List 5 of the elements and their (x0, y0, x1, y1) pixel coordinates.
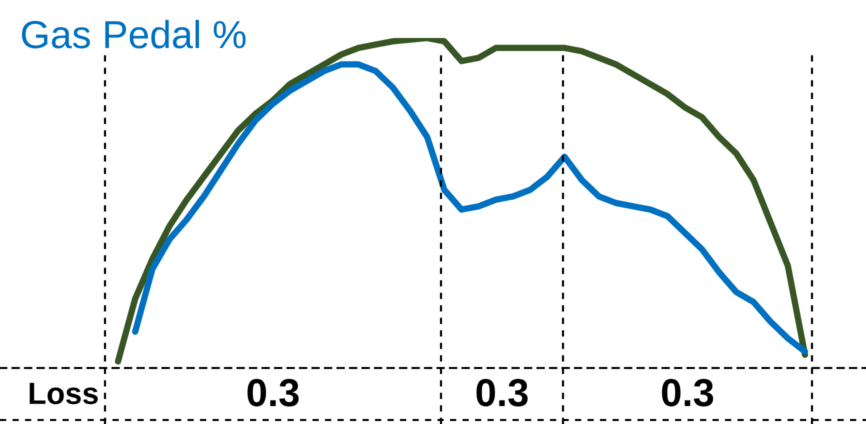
text: 0.3 (248, 378, 299, 406)
text: 0.3 (476, 378, 528, 406)
text: 0.3 (662, 378, 714, 406)
text: Loss (30, 382, 98, 404)
chart-title: Gas Pedal % (22, 20, 246, 48)
